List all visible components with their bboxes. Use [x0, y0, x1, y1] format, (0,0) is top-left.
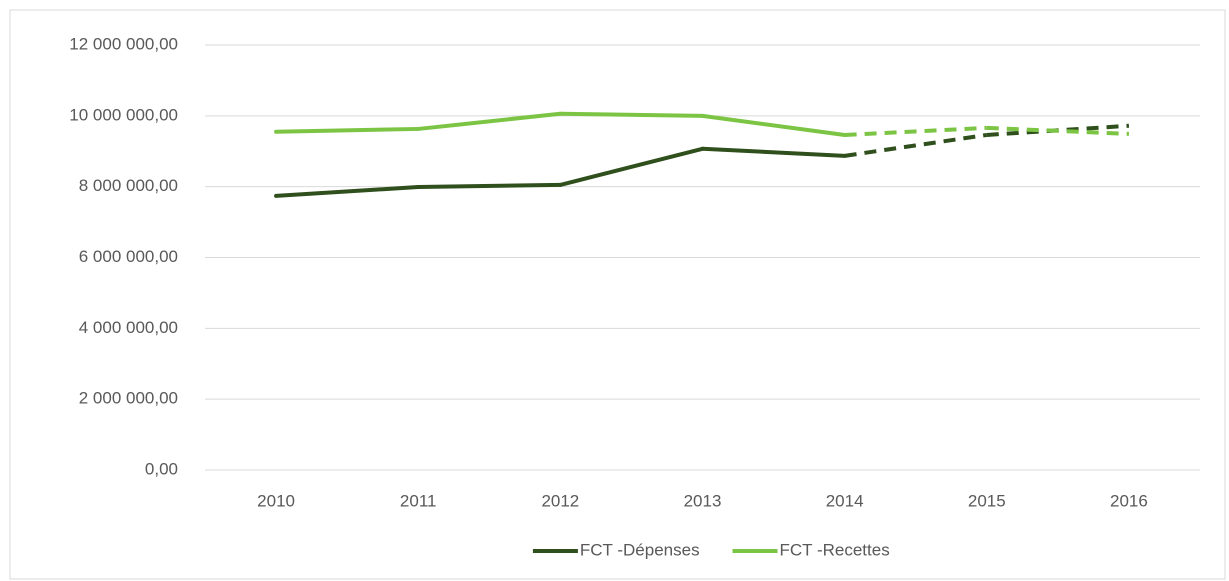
series-line — [416, 182, 563, 190]
series-line — [274, 185, 421, 198]
y-tick-label: 12 000 000,00 — [69, 34, 178, 53]
x-tick-label: 2010 — [257, 491, 295, 510]
chart-border — [9, 9, 1226, 580]
x-tick-label: 2013 — [684, 491, 722, 510]
series-line — [986, 125, 1130, 136]
y-tick-label: 10 000 000,00 — [69, 105, 178, 124]
x-tick-label: 2014 — [826, 491, 864, 510]
y-tick-label: 8 000 000,00 — [79, 176, 178, 195]
x-tick-label: 2012 — [541, 491, 579, 510]
series-line — [558, 111, 705, 118]
series-line — [700, 146, 847, 158]
legend-label: FCT -Recettes — [780, 540, 890, 559]
series-line — [558, 146, 705, 187]
x-tick-label: 2011 — [400, 491, 437, 510]
series-line — [844, 132, 988, 158]
series-line — [274, 126, 421, 134]
series-line — [844, 125, 987, 137]
x-tick-label: 2015 — [968, 491, 1006, 510]
x-tick-label: 2016 — [1110, 491, 1148, 510]
y-tick-label: 6 000 000,00 — [79, 247, 178, 266]
series-line — [416, 111, 563, 131]
y-tick-label: 2 000 000,00 — [79, 389, 178, 408]
y-tick-label: 0,00 — [145, 459, 178, 478]
series-line — [700, 113, 847, 137]
y-tick-label: 4 000 000,00 — [79, 318, 178, 337]
legend-label: FCT -Dépenses — [580, 540, 700, 559]
